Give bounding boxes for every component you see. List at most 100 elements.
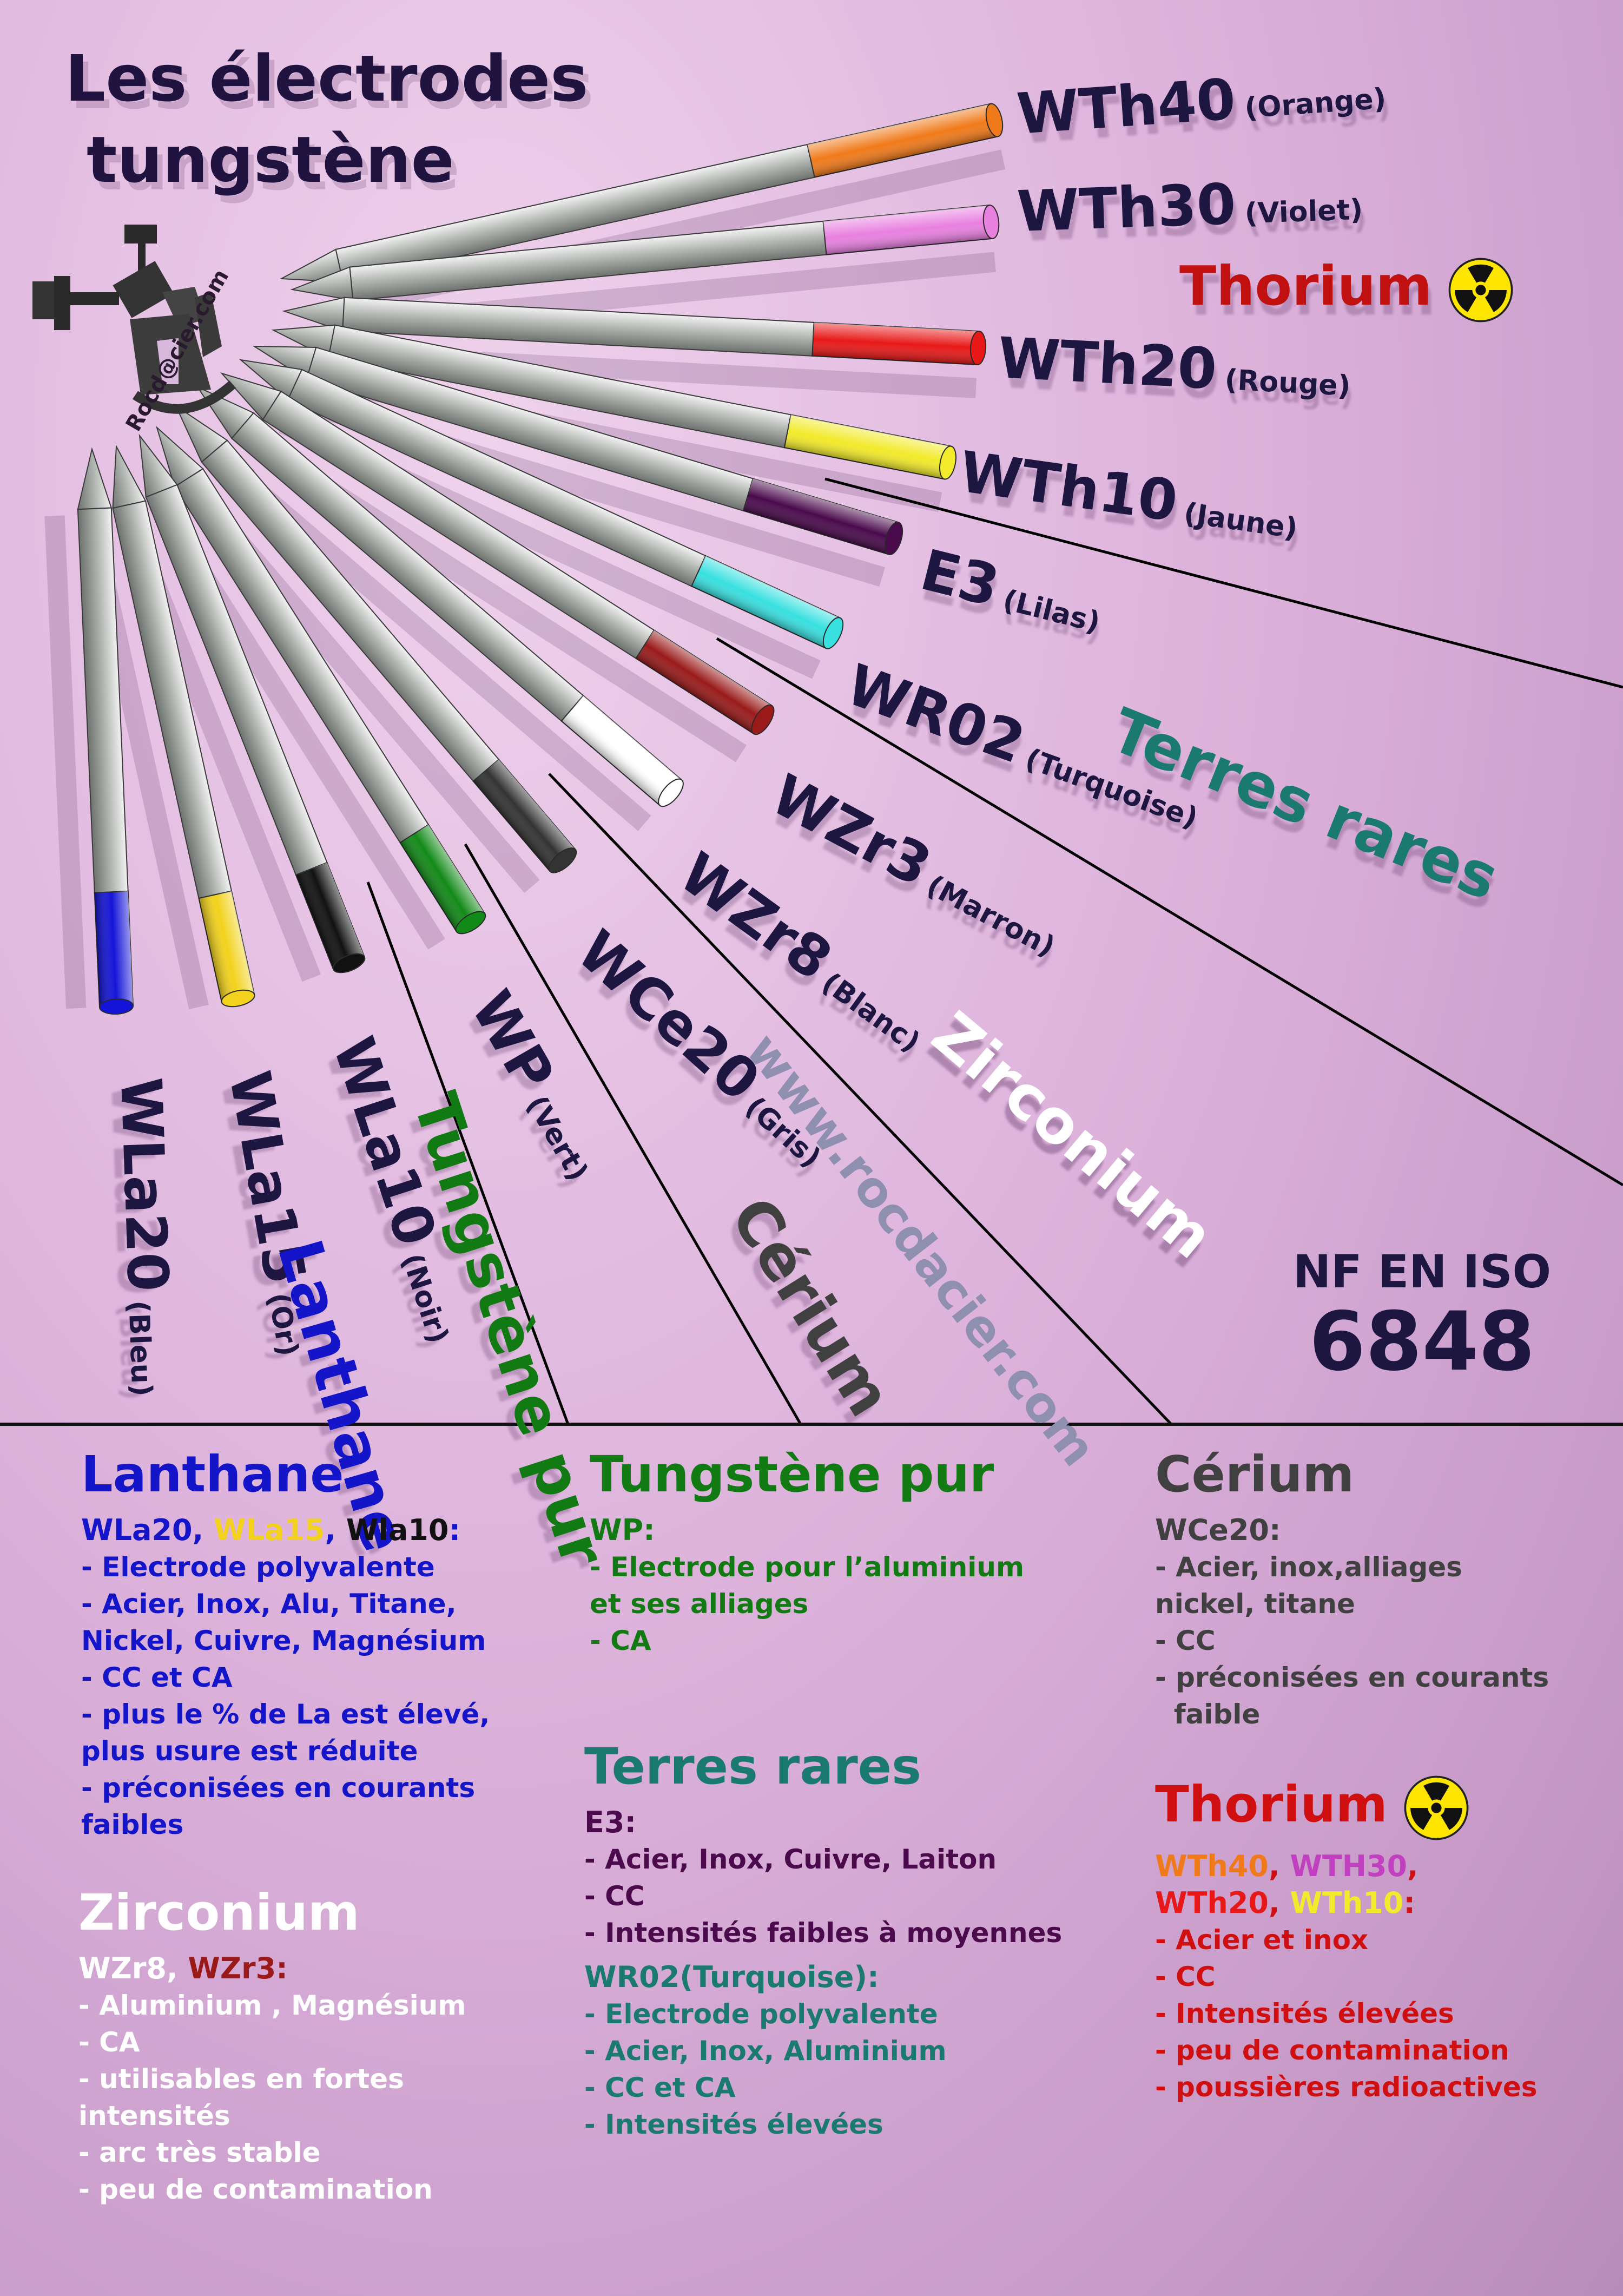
sub-part: WZr3 <box>188 1951 276 1985</box>
sub-part: , <box>1407 1848 1419 1883</box>
section-heading: Terres rares <box>584 1738 921 1795</box>
list-item: - CC <box>1155 1625 1216 1656</box>
list-item: - CA <box>78 2027 140 2058</box>
group-thorium-text: Thorium <box>1179 254 1433 318</box>
list-item: - Electrode pour l’aluminium <box>590 1551 1025 1583</box>
code: WTh30 <box>1015 170 1237 245</box>
list-item: - préconisées en courants <box>81 1772 476 1804</box>
section-zirconium: Zirconium WZr8, WZr3: - Aluminium , Magn… <box>78 1883 565 2208</box>
group-divider-line <box>548 773 1172 1425</box>
section-heading: Lanthane <box>81 1445 344 1503</box>
list-item: Nickel, Cuivre, Magnésium <box>81 1625 486 1656</box>
sub-part: WTh20 <box>1155 1885 1269 1920</box>
list-item: - Electrode polyvalente <box>584 1998 938 2030</box>
color-name: (Violet) <box>1244 193 1364 231</box>
group-thorium: Thorium <box>1179 254 1513 323</box>
section-heading: Zirconium <box>78 1884 360 1942</box>
label-wla20: WLa20 (Bleu) <box>108 1076 184 1397</box>
electrode-fan: Rocd@cier.com <box>0 103 1623 1426</box>
standard-reference: NF EN ISO 6848 <box>1293 1245 1551 1385</box>
color-name: (Orange) <box>1243 82 1388 125</box>
section-lanthane: Lanthane WLa20, WLa15, Wla10: - Electrod… <box>81 1445 568 1843</box>
list-item: nickel, titane <box>1155 1588 1355 1620</box>
list-item: - CC <box>1155 1961 1216 1992</box>
group-divider-line <box>464 843 802 1425</box>
list-item: intensités <box>78 2100 230 2131</box>
sub-part: : <box>276 1951 288 1985</box>
sub-part: : <box>1403 1885 1415 1920</box>
title-line-2: tungstène <box>87 122 454 197</box>
sub-part: WTh10 <box>1290 1885 1404 1920</box>
label-wth30: WTh30 (Violet) <box>1016 167 1364 245</box>
section-heading: Tungstène pur <box>590 1445 994 1503</box>
list-item: - utilisables en fortes <box>78 2063 404 2095</box>
list-item: - Acier, inox,alliages <box>1155 1551 1462 1583</box>
radiation-icon <box>1448 258 1513 323</box>
standard-number: 6848 <box>1309 1295 1535 1389</box>
standard-line-1: NF EN ISO <box>1293 1245 1552 1298</box>
section-terres-rares: Terres rares E3: - Acier, Inox, Cuivre, … <box>584 1737 1071 2143</box>
sub-part: , <box>1269 1848 1290 1883</box>
section-sub: WTh40, WTH30, <box>1155 1848 1599 1885</box>
list-item: - arc très stable <box>78 2137 321 2168</box>
list-item: - CC et CA <box>81 1662 233 1693</box>
section-heading: Cérium <box>1155 1445 1355 1503</box>
list-item: faible <box>1155 1699 1261 1730</box>
sub-part: WTH30 <box>1290 1848 1408 1883</box>
list-item: - CC et CA <box>584 2072 736 2103</box>
section-sub-e3: E3: <box>584 1805 637 1839</box>
group-divider-line <box>366 881 570 1425</box>
electrode-rod <box>196 385 684 831</box>
sub-part: WLa15 <box>213 1513 325 1547</box>
section-sub: WP: <box>590 1513 655 1547</box>
color-name: (Rouge) <box>1224 364 1351 403</box>
sub-part: , <box>1269 1885 1290 1920</box>
list-item: - Acier, Inox, Cuivre, Laiton <box>584 1844 997 1875</box>
list-item: - Electrode polyvalente <box>81 1551 435 1583</box>
section-sub-2: WTh20, WTh10: <box>1155 1885 1599 1922</box>
list-item: - poussières radioactives <box>1155 2071 1538 2103</box>
code: WTh20 <box>996 325 1219 403</box>
code: WLa20 <box>108 1076 181 1293</box>
group-divider-line <box>824 477 1623 689</box>
sub-part: : <box>448 1513 461 1547</box>
list-item: - Intensités élevées <box>1155 1997 1454 2029</box>
electrode-rod <box>44 447 134 1015</box>
sub-part: Wla10 <box>346 1513 449 1547</box>
list-item: - plus le % de La est élevé, <box>81 1699 490 1730</box>
section-cerium: Cérium WCe20: - Acier, inox,alliages nic… <box>1155 1445 1599 1733</box>
list-item: plus usure est réduite <box>81 1735 418 1767</box>
sub-part: WTh40 <box>1155 1848 1269 1883</box>
list-item: - Intensités faibles à moyennes <box>584 1917 1063 1949</box>
list-item: - Acier et inox <box>1155 1924 1369 1956</box>
group-divider-line <box>716 637 1623 1187</box>
color-name: (Jaune) <box>1182 497 1300 545</box>
sub-part: WZr8 <box>78 1951 167 1985</box>
list-item: - Intensités élevées <box>584 2109 883 2140</box>
list-item: - Acier, Inox, Alu, Titane, <box>81 1588 457 1620</box>
sub-part: WLa20 <box>81 1513 193 1547</box>
section-sub: WCe20: <box>1155 1513 1281 1547</box>
sub-part: , <box>166 1951 188 1985</box>
radiation-icon <box>1404 1775 1469 1840</box>
list-item: - peu de contamination <box>78 2174 433 2205</box>
list-item: - Acier, Inox, Aluminium <box>584 2035 947 2067</box>
title-line-1: Les électrodes <box>65 41 589 116</box>
list-item: - CC <box>584 1880 645 1912</box>
list-item: - peu de contamination <box>1155 2034 1509 2066</box>
list-item: et ses alliages <box>590 1588 809 1620</box>
list-item: faibles <box>81 1809 184 1840</box>
list-item: - préconisées en courants <box>1155 1662 1549 1693</box>
list-item: - Aluminium , Magnésium <box>78 1990 466 2021</box>
color-name: (Bleu) <box>122 1300 158 1397</box>
section-tungstene-pur: Tungstène pur WP: - Electrode pour l’alu… <box>590 1445 1077 1659</box>
section-sub: WZr8, WZr3: <box>78 1950 565 1987</box>
section-sub: WLa20, WLa15, Wla10: <box>81 1512 568 1549</box>
sub-part: , <box>192 1513 214 1547</box>
list-item: - CA <box>590 1625 651 1656</box>
section-thorium: Thorium WTh40, WTH30, WTh20, WTh10: - Ac… <box>1155 1775 1599 2106</box>
section-heading: Thorium <box>1155 1775 1599 1840</box>
section-sub-wr02: WR02(Turquoise): <box>584 1960 879 1994</box>
page-title: Les électrodes tungstène <box>65 38 588 200</box>
section-heading-text: Thorium <box>1155 1775 1388 1833</box>
